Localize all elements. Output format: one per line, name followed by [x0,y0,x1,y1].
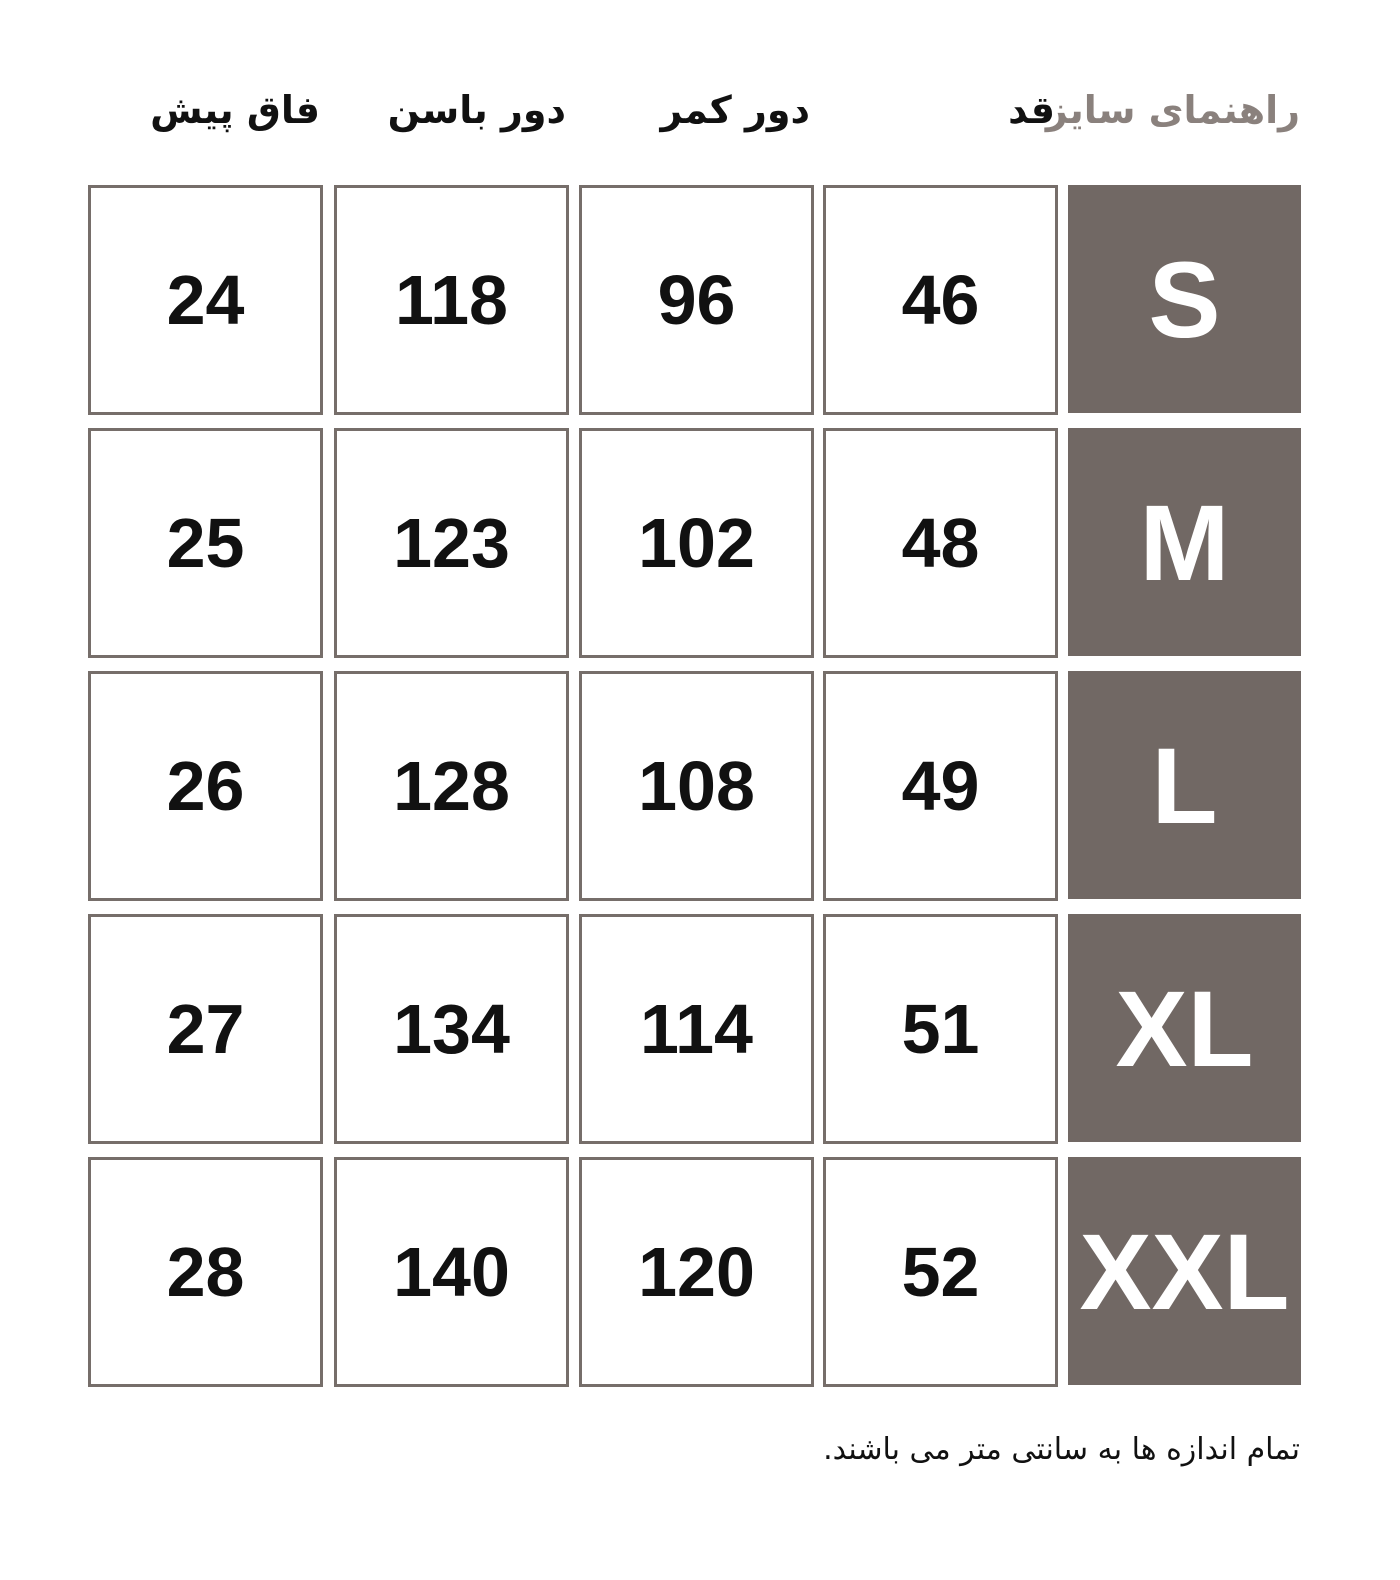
cell-height: 46 [823,185,1058,415]
cell-height: 52 [823,1157,1058,1387]
cell-rise: 26 [88,671,323,901]
cell-waist: 120 [579,1157,814,1387]
cell-rise: 25 [88,428,323,658]
cell-hip: 118 [334,185,569,415]
cell-hip: 128 [334,671,569,901]
header-rise: فاق پیش [150,88,320,132]
cell-height: 48 [823,428,1058,658]
cell-hip: 134 [334,914,569,1144]
footnote: تمام اندازه ها به سانتی متر می باشند. [823,1432,1300,1467]
cell-hip: 123 [334,428,569,658]
size-label: S [1068,185,1301,413]
cell-waist: 108 [579,671,814,901]
size-label: XL [1068,914,1301,1142]
size-guide-title: راهنمای سایز [1045,88,1300,132]
cell-waist: 102 [579,428,814,658]
cell-rise: 27 [88,914,323,1144]
size-label: M [1068,428,1301,656]
size-label: XXL [1068,1157,1301,1385]
cell-height: 51 [823,914,1058,1144]
header-waist: دور کمر [660,88,810,132]
cell-rise: 28 [88,1157,323,1387]
cell-waist: 96 [579,185,814,415]
cell-height: 49 [823,671,1058,901]
header-height: قد [1008,88,1055,132]
size-label: L [1068,671,1301,899]
cell-waist: 114 [579,914,814,1144]
cell-rise: 24 [88,185,323,415]
header-hip: دور باسن [387,88,566,132]
cell-hip: 140 [334,1157,569,1387]
